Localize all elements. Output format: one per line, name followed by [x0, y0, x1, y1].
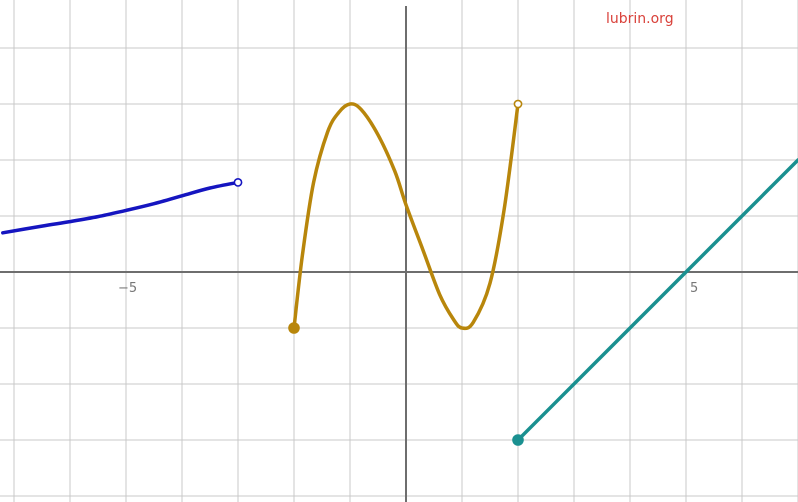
endpoint-open-series-1-1: [233, 177, 243, 187]
series-group: [1, 102, 798, 442]
x-tick-label-neg5: −5: [118, 281, 137, 296]
series-line-2: [292, 102, 520, 331]
endpoint-closed-series-2-1: [288, 322, 300, 334]
series-line-3: [516, 158, 798, 442]
x-tick-label-5: 5: [690, 281, 698, 296]
endpoint-markers: [233, 99, 524, 446]
axes: [0, 6, 798, 502]
series-line-1: [1, 180, 240, 235]
endpoint-closed-series-3-1: [512, 434, 524, 446]
endpoint-open-series-2-2: [513, 99, 523, 109]
watermark: lubrin.org: [606, 11, 674, 27]
